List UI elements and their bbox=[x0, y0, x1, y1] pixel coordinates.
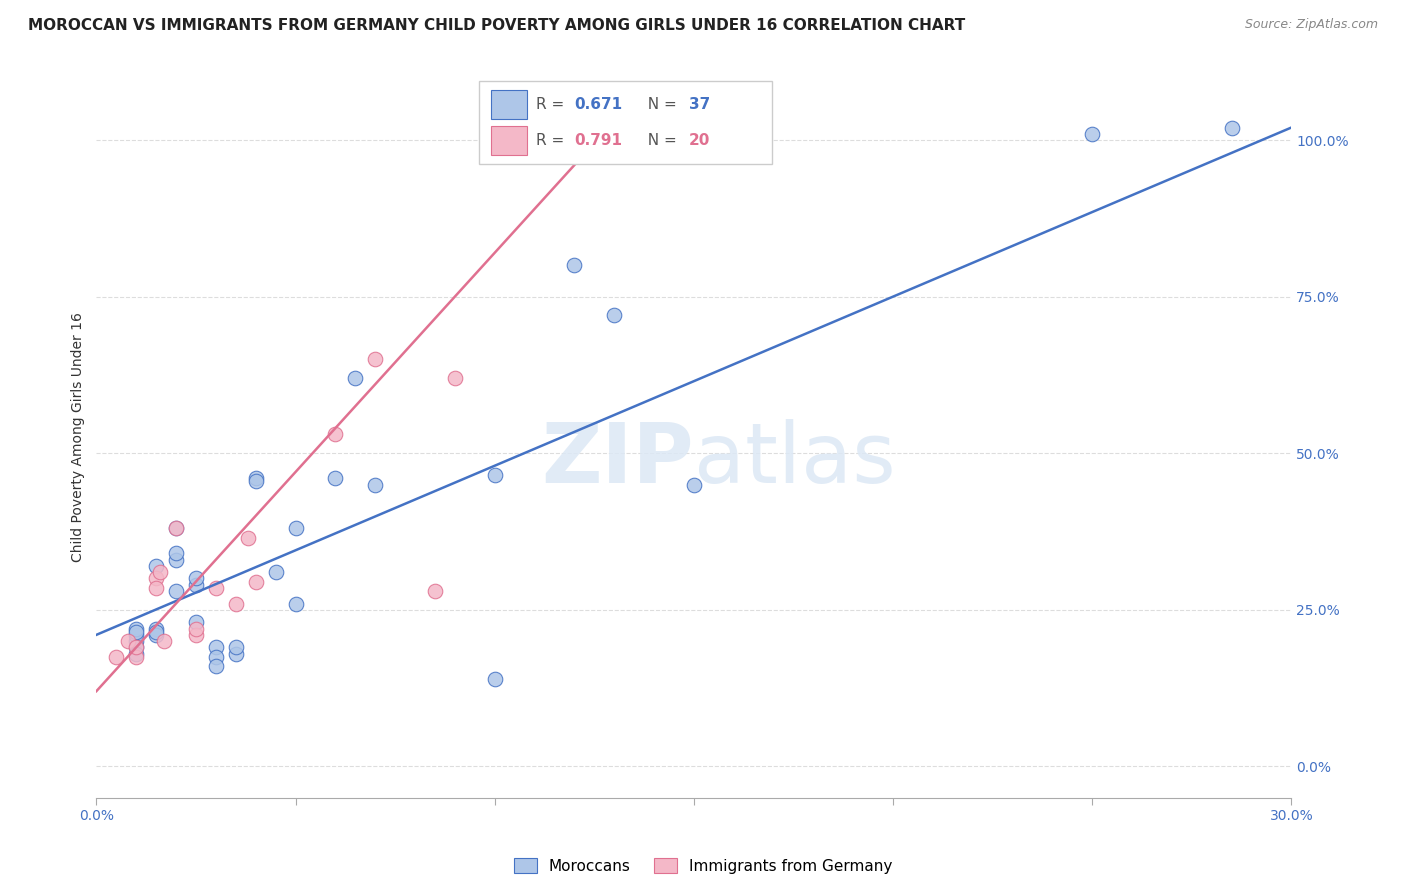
Point bbox=[484, 468, 506, 483]
Point bbox=[484, 672, 506, 686]
Text: Source: ZipAtlas.com: Source: ZipAtlas.com bbox=[1244, 18, 1378, 31]
Point bbox=[153, 634, 176, 648]
Point bbox=[145, 558, 167, 573]
Point bbox=[165, 546, 187, 560]
Point bbox=[245, 471, 267, 485]
FancyBboxPatch shape bbox=[479, 81, 772, 164]
Point bbox=[165, 521, 187, 535]
Point bbox=[423, 584, 446, 599]
Point bbox=[1081, 127, 1104, 141]
Point bbox=[184, 578, 207, 592]
Point bbox=[205, 659, 228, 673]
Point bbox=[245, 574, 267, 589]
Point bbox=[165, 521, 187, 535]
Text: 0.791: 0.791 bbox=[574, 133, 623, 148]
Point bbox=[225, 597, 247, 611]
Point bbox=[125, 628, 148, 642]
Text: atlas: atlas bbox=[693, 418, 896, 500]
Text: MOROCCAN VS IMMIGRANTS FROM GERMANY CHILD POVERTY AMONG GIRLS UNDER 16 CORRELATI: MOROCCAN VS IMMIGRANTS FROM GERMANY CHIL… bbox=[28, 18, 966, 33]
Point bbox=[165, 552, 187, 566]
Point bbox=[264, 565, 287, 579]
FancyBboxPatch shape bbox=[491, 90, 526, 119]
Point bbox=[245, 475, 267, 489]
Point bbox=[364, 352, 387, 367]
Point bbox=[562, 258, 585, 272]
Point bbox=[125, 640, 148, 655]
Point bbox=[125, 624, 148, 639]
Point bbox=[325, 427, 347, 442]
Point bbox=[125, 634, 148, 648]
Point bbox=[603, 120, 626, 135]
Point bbox=[145, 624, 167, 639]
Point bbox=[236, 531, 259, 545]
Text: 20: 20 bbox=[689, 133, 710, 148]
Point bbox=[184, 628, 207, 642]
Point bbox=[125, 640, 148, 655]
Point bbox=[165, 584, 187, 599]
Point bbox=[125, 647, 148, 661]
Text: 37: 37 bbox=[689, 96, 710, 112]
Point bbox=[125, 622, 148, 636]
Point bbox=[325, 471, 347, 485]
Point bbox=[284, 521, 307, 535]
Point bbox=[444, 371, 467, 385]
Point bbox=[105, 649, 128, 664]
Legend: Moroccans, Immigrants from Germany: Moroccans, Immigrants from Germany bbox=[508, 852, 898, 880]
Point bbox=[1220, 120, 1243, 135]
Y-axis label: Child Poverty Among Girls Under 16: Child Poverty Among Girls Under 16 bbox=[72, 312, 86, 563]
Point bbox=[145, 572, 167, 586]
Text: 0.671: 0.671 bbox=[574, 96, 623, 112]
Point bbox=[145, 628, 167, 642]
Point bbox=[364, 477, 387, 491]
Text: ZIP: ZIP bbox=[541, 418, 693, 500]
Text: N =: N = bbox=[638, 133, 682, 148]
Point bbox=[149, 565, 172, 579]
Point bbox=[145, 622, 167, 636]
Point bbox=[184, 615, 207, 630]
Text: R =: R = bbox=[536, 133, 569, 148]
Point bbox=[205, 581, 228, 595]
Point bbox=[205, 649, 228, 664]
Point bbox=[145, 581, 167, 595]
Text: N =: N = bbox=[638, 96, 682, 112]
Point bbox=[184, 572, 207, 586]
Point bbox=[205, 640, 228, 655]
Point bbox=[117, 634, 139, 648]
Point bbox=[344, 371, 367, 385]
Point bbox=[603, 309, 626, 323]
FancyBboxPatch shape bbox=[491, 127, 526, 155]
Point bbox=[225, 640, 247, 655]
Point bbox=[184, 622, 207, 636]
Text: R =: R = bbox=[536, 96, 569, 112]
Point bbox=[125, 649, 148, 664]
Point bbox=[225, 647, 247, 661]
Point bbox=[284, 597, 307, 611]
Point bbox=[682, 477, 704, 491]
